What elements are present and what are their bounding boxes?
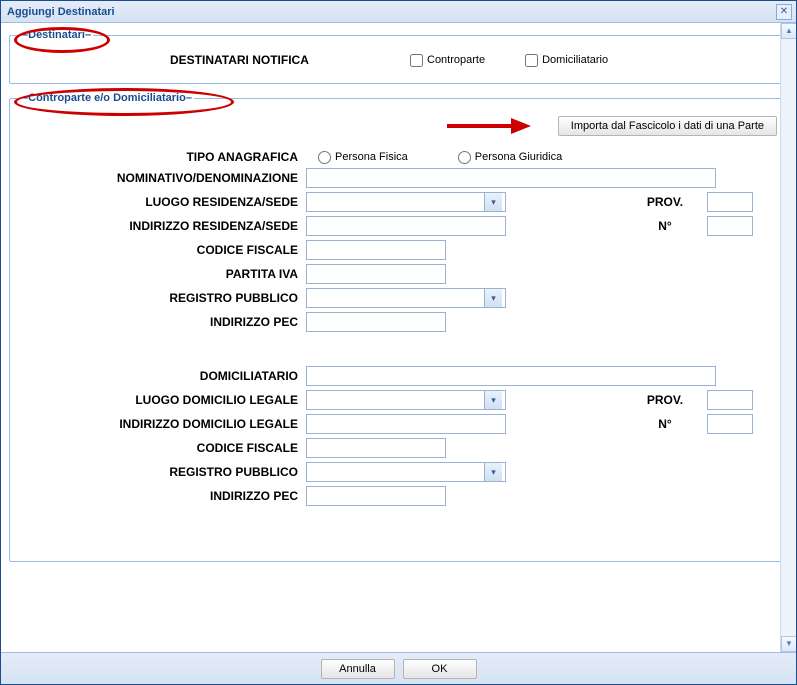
- codice-fiscale-input-2[interactable]: [306, 438, 446, 458]
- prov-label-2: PROV.: [631, 393, 701, 407]
- window-title: Aggiungi Destinatari: [7, 6, 115, 18]
- partita-iva-input[interactable]: [306, 264, 446, 284]
- prov-residenza-input[interactable]: [707, 192, 753, 212]
- controparte-checkbox[interactable]: [410, 54, 423, 67]
- codice-fiscale-label-2: CODICE FISCALE: [20, 441, 300, 455]
- indirizzo-residenza-input[interactable]: [306, 216, 506, 236]
- controparte-group: –Controparte e/o Domiciliatario– Importa…: [9, 92, 788, 562]
- luogo-residenza-input[interactable]: [310, 193, 484, 211]
- registro-pubblico-combo-2[interactable]: ▾: [306, 462, 506, 482]
- luogo-residenza-label: LUOGO RESIDENZA/SEDE: [20, 195, 300, 209]
- controparte-form: TIPO ANAGRAFICA Persona Fisica Persona G…: [20, 150, 777, 506]
- annulla-button[interactable]: Annulla: [321, 659, 395, 679]
- scrollbar-track[interactable]: ▲ ▼: [780, 23, 796, 652]
- prov-label-1: PROV.: [631, 195, 701, 209]
- indirizzo-pec-input-1[interactable]: [306, 312, 446, 332]
- nominativo-input[interactable]: [306, 168, 716, 188]
- num-residenza-input[interactable]: [707, 216, 753, 236]
- codice-fiscale-input-1[interactable]: [306, 240, 446, 260]
- controparte-checkbox-wrap: Controparte: [410, 54, 485, 67]
- persona-giuridica-radio[interactable]: [458, 151, 471, 164]
- close-button[interactable]: ✕: [776, 4, 792, 20]
- content-area: –Destinatari– DESTINATARI NOTIFICA Contr…: [1, 23, 796, 652]
- partita-iva-label: PARTITA IVA: [20, 267, 300, 281]
- luogo-domicilio-dropdown-icon[interactable]: ▾: [484, 391, 502, 409]
- registro-pubblico-combo-1[interactable]: ▾: [306, 288, 506, 308]
- luogo-domicilio-combo[interactable]: ▾: [306, 390, 506, 410]
- luogo-domicilio-label: LUOGO DOMICILIO LEGALE: [20, 393, 300, 407]
- persona-fisica-label: Persona Fisica: [335, 151, 408, 163]
- domiciliatario-label: DOMICILIATARIO: [20, 369, 300, 383]
- bottom-bar: Annulla OK: [1, 652, 796, 684]
- indirizzo-pec-input-2[interactable]: [306, 486, 446, 506]
- indirizzo-residenza-label: INDIRIZZO RESIDENZA/SEDE: [20, 219, 300, 233]
- scroll-up-button[interactable]: ▲: [781, 23, 796, 39]
- indirizzo-pec-label-2: INDIRIZZO PEC: [20, 489, 300, 503]
- destinatari-legend: –Destinatari–: [20, 29, 93, 41]
- scroll-down-button[interactable]: ▼: [781, 636, 796, 652]
- import-row: Importa dal Fascicolo i dati di una Part…: [20, 112, 777, 150]
- controparte-checkbox-label: Controparte: [427, 54, 485, 66]
- codice-fiscale-label-1: CODICE FISCALE: [20, 243, 300, 257]
- registro-pubblico-input-1[interactable]: [310, 289, 484, 307]
- tipo-anagrafica-label: TIPO ANAGRAFICA: [20, 150, 300, 164]
- indirizzo-domicilio-label: INDIRIZZO DOMICILIO LEGALE: [20, 417, 300, 431]
- annotation-arrow: [443, 114, 533, 138]
- domiciliatario-checkbox-wrap: Domiciliatario: [525, 54, 608, 67]
- registro-pubblico-dropdown-icon-2[interactable]: ▾: [484, 463, 502, 481]
- registro-pubblico-label-1: REGISTRO PUBBLICO: [20, 291, 300, 305]
- num-label-2: N°: [631, 417, 701, 431]
- domiciliatario-input[interactable]: [306, 366, 716, 386]
- persona-giuridica-label: Persona Giuridica: [475, 151, 562, 163]
- registro-pubblico-label-2: REGISTRO PUBBLICO: [20, 465, 300, 479]
- nominativo-label: NOMINATIVO/DENOMINAZIONE: [20, 171, 300, 185]
- num-domicilio-input[interactable]: [707, 414, 753, 434]
- prov-domicilio-input[interactable]: [707, 390, 753, 410]
- luogo-domicilio-input[interactable]: [310, 391, 484, 409]
- registro-pubblico-dropdown-icon-1[interactable]: ▾: [484, 289, 502, 307]
- notifica-row: DESTINATARI NOTIFICA Controparte Domicil…: [20, 49, 777, 71]
- indirizzo-domicilio-input[interactable]: [306, 414, 506, 434]
- luogo-residenza-combo[interactable]: ▾: [306, 192, 506, 212]
- persona-fisica-radio[interactable]: [318, 151, 331, 164]
- title-bar: Aggiungi Destinatari ✕: [1, 1, 796, 23]
- destinatari-group: –Destinatari– DESTINATARI NOTIFICA Contr…: [9, 29, 788, 84]
- registro-pubblico-input-2[interactable]: [310, 463, 484, 481]
- indirizzo-pec-label-1: INDIRIZZO PEC: [20, 315, 300, 329]
- num-label-1: N°: [631, 219, 701, 233]
- domiciliatario-checkbox[interactable]: [525, 54, 538, 67]
- luogo-residenza-dropdown-icon[interactable]: ▾: [484, 193, 502, 211]
- notifica-label: DESTINATARI NOTIFICA: [170, 53, 370, 67]
- persona-fisica-radio-wrap: Persona Fisica: [318, 151, 408, 164]
- persona-giuridica-radio-wrap: Persona Giuridica: [458, 151, 562, 164]
- importa-fascicolo-button[interactable]: Importa dal Fascicolo i dati di una Part…: [558, 116, 777, 136]
- controparte-legend: –Controparte e/o Domiciliatario–: [20, 92, 194, 104]
- domiciliatario-checkbox-label: Domiciliatario: [542, 54, 608, 66]
- ok-button[interactable]: OK: [403, 659, 477, 679]
